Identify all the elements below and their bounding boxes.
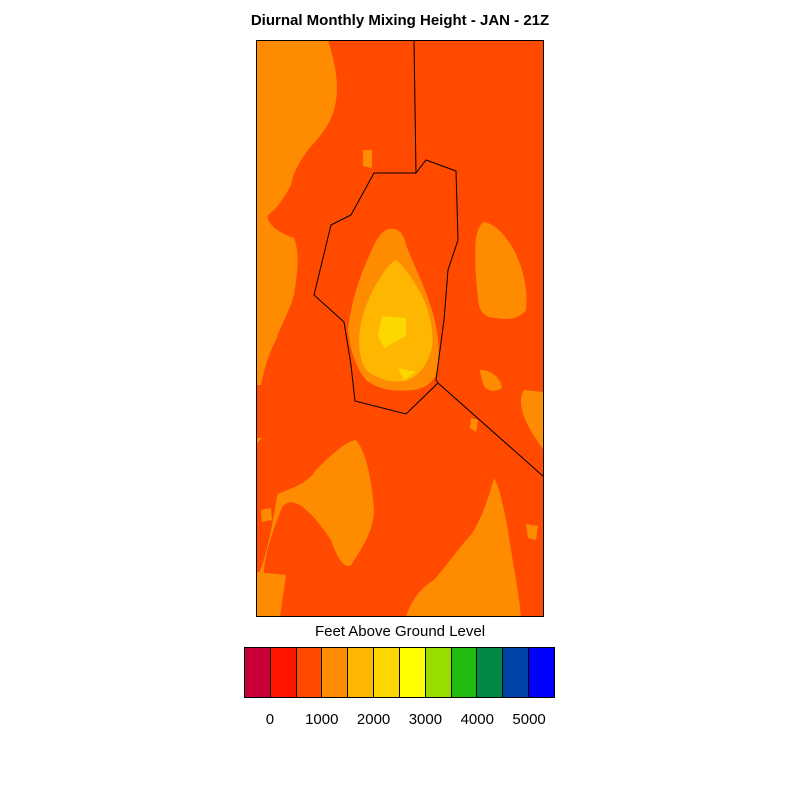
contour-band-1000-1500: [256, 440, 374, 617]
legend-swatch-7: [425, 648, 452, 697]
legend-title: Feet Above Ground Level: [314, 623, 486, 640]
legend-swatch-1: [270, 648, 297, 697]
legend-tick-labels: 0 1000 2000 3000 4000 5000: [244, 710, 555, 730]
legend-tick-label: 1000: [305, 711, 339, 728]
chart-title: Diurnal Monthly Mixing Height - JAN - 21…: [250, 12, 550, 29]
contour-band-1000-1500: [480, 370, 502, 391]
legend-tick-label: 4000: [460, 711, 494, 728]
legend-tick-label: 2000: [356, 711, 391, 728]
county-boundary: [313, 40, 459, 415]
legend-swatch-3: [322, 648, 349, 697]
legend-swatch-9: [477, 648, 504, 697]
legend-swatch-10: [503, 648, 530, 697]
contour-band-1000-1500: [406, 478, 521, 617]
contour-band-1000-1500: [363, 150, 372, 168]
contour-band-1000-1500: [256, 40, 337, 385]
contour-band-1000-1500: [256, 572, 286, 617]
state-boundary: [437, 382, 544, 478]
map-frame: [256, 40, 544, 617]
mixing-height-map: [256, 40, 544, 617]
color-legend-bar: [244, 647, 555, 698]
legend-swatch-8: [451, 648, 478, 697]
contour-band-1000-1500: [470, 418, 478, 432]
contour-band-1000-1500: [520, 390, 544, 450]
contour-band-1000-1500: [526, 524, 538, 540]
legend-tick-label: 3000: [408, 711, 443, 728]
legend-swatch-4: [348, 648, 375, 697]
contour-band-2000-2500: [378, 316, 406, 348]
contour-band-1000-1500: [256, 438, 262, 444]
legend-swatch-6: [399, 648, 426, 697]
contour-band-1000-1500: [475, 222, 527, 320]
contour-band-1000-1500: [261, 508, 272, 522]
legend-swatch-0: [245, 648, 271, 697]
legend-swatch-2: [296, 648, 323, 697]
legend-swatch-11: [529, 648, 554, 697]
legend-tick-label: 0: [265, 711, 275, 728]
legend-tick-label: 5000: [512, 711, 546, 728]
contour-band-2000-2500: [398, 368, 416, 380]
map-canvas: [256, 40, 544, 617]
legend-swatch-5: [374, 648, 400, 697]
